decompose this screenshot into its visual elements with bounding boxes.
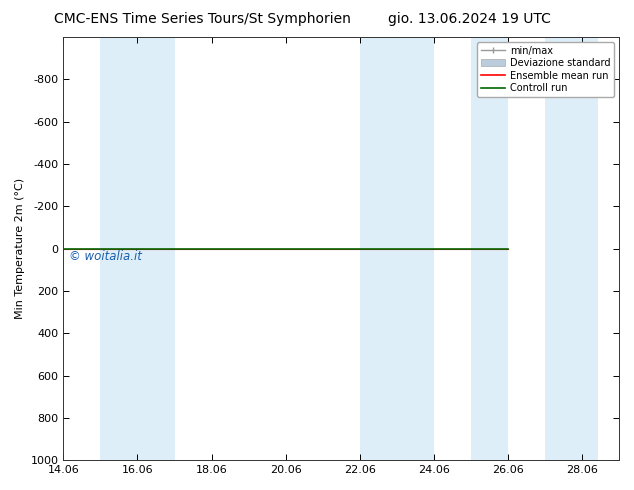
Text: gio. 13.06.2024 19 UTC: gio. 13.06.2024 19 UTC bbox=[388, 12, 550, 26]
Bar bbox=[545, 37, 598, 460]
Bar bbox=[359, 37, 434, 460]
Bar bbox=[471, 37, 508, 460]
Y-axis label: Min Temperature 2m (°C): Min Temperature 2m (°C) bbox=[15, 178, 25, 319]
Legend: min/max, Deviazione standard, Ensemble mean run, Controll run: min/max, Deviazione standard, Ensemble m… bbox=[477, 42, 614, 97]
Text: © woitalia.it: © woitalia.it bbox=[68, 250, 141, 263]
Bar bbox=[100, 37, 174, 460]
Text: CMC-ENS Time Series Tours/St Symphorien: CMC-ENS Time Series Tours/St Symphorien bbox=[55, 12, 351, 26]
